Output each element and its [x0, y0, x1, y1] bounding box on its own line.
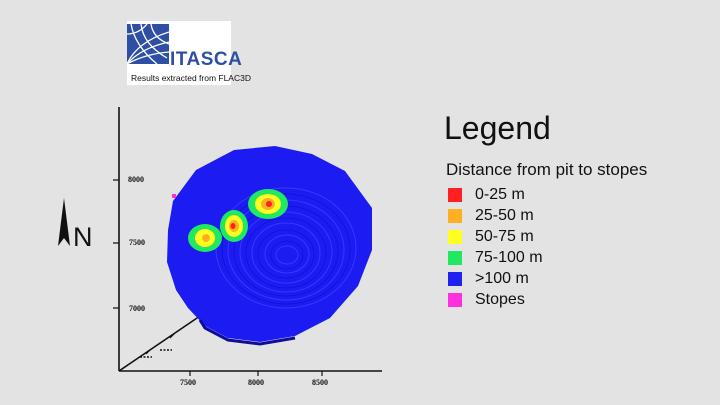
legend-title: Legend: [444, 110, 551, 146]
legend-item-label: 25-50 m: [475, 206, 534, 224]
itasca-logo-icon: [127, 24, 169, 64]
north-arrow-icon: [58, 198, 70, 246]
legend-item-label: Stopes: [475, 290, 525, 308]
legend-swatch: [448, 292, 462, 307]
x-tick-label: 7500: [180, 378, 196, 387]
logo-caption: Results extracted from FLAC3D: [131, 73, 251, 83]
legend-swatch: [448, 271, 462, 286]
hotspot-right: [248, 189, 288, 219]
y-tick-label: 7500: [129, 238, 145, 247]
north-label: N: [73, 222, 93, 252]
legend-list: 0-25 m 25-50 m 50-75 m 75-100 m >100 m S…: [448, 184, 543, 310]
y-tick-label: 7000: [129, 304, 145, 313]
logo-wordmark: ITASCA: [170, 49, 243, 70]
y-tick-label: 8000: [128, 175, 144, 184]
legend-swatch: [448, 208, 462, 223]
legend-swatch: [448, 229, 462, 244]
x-tick-label: 8000: [248, 378, 264, 387]
hotspot-middle: [220, 210, 248, 242]
legend-item-stopes: Stopes: [448, 289, 543, 310]
legend-subtitle: Distance from pit to stopes: [446, 160, 648, 179]
itasca-logo: ITASCA: [127, 21, 242, 85]
legend-item-0-25: 0-25 m: [448, 184, 543, 205]
open-pit-surface: [167, 146, 372, 342]
legend-item-75-100: 75-100 m: [448, 247, 543, 268]
legend-item-over-100: >100 m: [448, 268, 543, 289]
legend-swatch: [448, 187, 462, 202]
legend-item-25-50: 25-50 m: [448, 205, 543, 226]
legend-item-label: >100 m: [475, 269, 529, 287]
legend-item-label: 75-100 m: [475, 248, 543, 266]
legend-item-50-75: 50-75 m: [448, 226, 543, 247]
depth-axis-line: [118, 315, 201, 372]
hotspot-left: [188, 224, 222, 252]
legend-swatch: [448, 250, 462, 265]
stope-marker: [172, 194, 176, 198]
legend-item-label: 0-25 m: [475, 185, 525, 203]
x-tick-label: 8500: [312, 378, 328, 387]
legend-item-label: 50-75 m: [475, 227, 534, 245]
